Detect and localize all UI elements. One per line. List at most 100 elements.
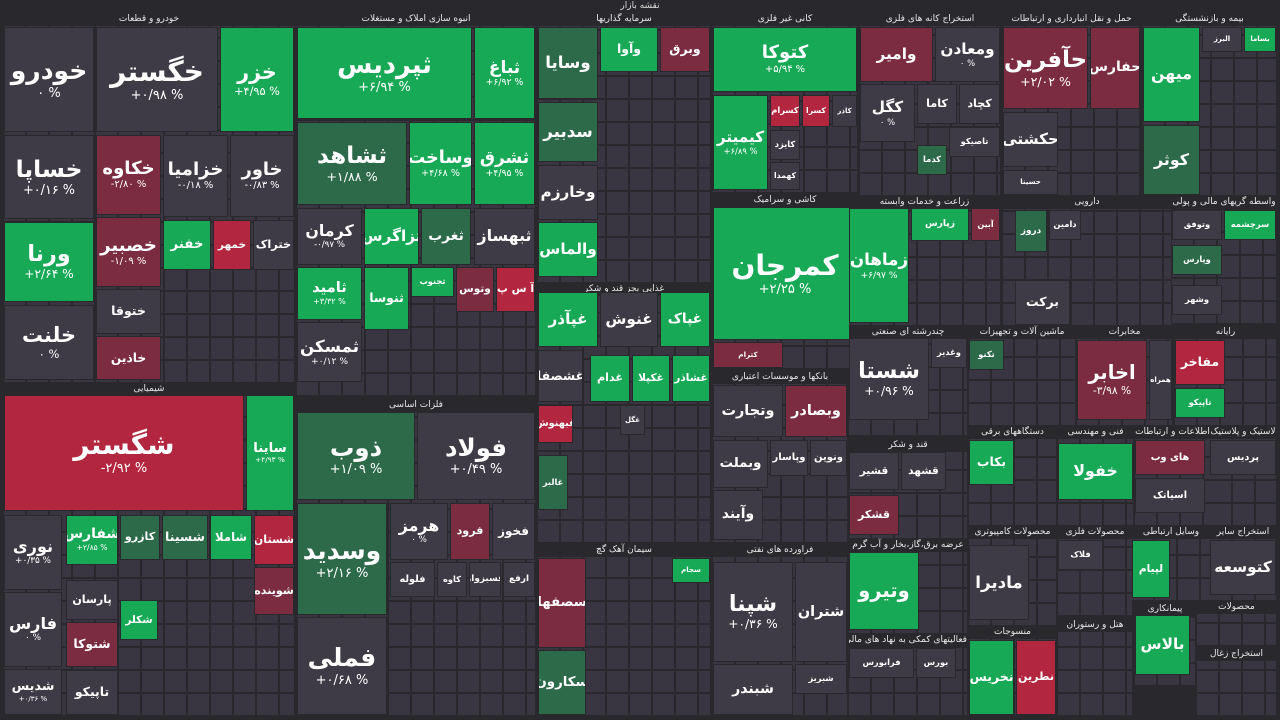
stock-tile: خزر +۴/۹۵ % [220, 27, 294, 132]
sector-title: فعالیتهای کمکی به نهاد های مالی [849, 633, 967, 647]
stock-name: خگستر [110, 54, 204, 88]
stock-tile: مفاخر [1175, 340, 1225, 385]
stock-tile: ثامید +۳/۳۲ % [297, 267, 362, 320]
stock-tile: فلوله [390, 562, 435, 597]
sector-title: زراعت و خدمات وابسته [849, 195, 1000, 209]
stock-tile: کچاد [959, 84, 1000, 124]
stock-change: ۰ % [411, 535, 427, 546]
stock-tile: ونوین [810, 440, 847, 476]
stock-tile: تاپیکو [66, 670, 118, 715]
stock-name: وسایا [545, 53, 591, 73]
stock-tile: قشکر [849, 495, 899, 535]
stock-name: والماس [539, 239, 597, 258]
sector-title: وسایل ارتباطی [1132, 525, 1210, 539]
stock-name: وساخت [409, 147, 472, 168]
stock-tile: وسایا [538, 27, 598, 99]
stock-change: -۲/۸۰ % [110, 179, 147, 191]
stock-tile: وخارزم [538, 165, 598, 220]
stock-tile: نوری +۰/۳۵ % [4, 515, 62, 590]
stock-name: وسدید [302, 535, 382, 565]
stock-change: +۰/۳۶ % [728, 617, 778, 632]
stock-tile: کسرام [770, 95, 800, 127]
stock-change: -۲/۹۲ % [100, 461, 148, 477]
stock-tile: فلاک [1058, 540, 1103, 570]
stock-tile: ثباغ +۶/۹۲ % [474, 27, 535, 119]
stock-tile: ومعادن ۰ % [935, 27, 1000, 82]
stock-tile: بالاس [1135, 615, 1190, 675]
stock-name: حفارس [1090, 59, 1140, 76]
stock-change: +۰/۴۹ % [449, 462, 503, 478]
stock-name: خصبیر [100, 234, 157, 256]
stock-tile: ارفع [503, 562, 535, 597]
stock-tile: وبصادر [785, 385, 847, 437]
stock-tile: شبریز [795, 664, 847, 694]
stock-tile: ورنا +۲/۶۴ % [4, 222, 94, 302]
stock-tile: تاصیکو [949, 127, 1000, 157]
sector-title: خودرو و قطعات [4, 12, 294, 26]
stock-name: ثزاگرس [364, 226, 419, 245]
stock-change: +۲/۰۲ % [1020, 73, 1071, 89]
stock-name: شوینده [254, 583, 294, 597]
stock-name: شبندر [732, 681, 774, 698]
stock-name: ومعادن [940, 39, 995, 58]
stock-tile: شاملا [210, 515, 252, 560]
stock-tile: بورس [916, 648, 956, 678]
stock-name: پردیس [1226, 451, 1260, 463]
stock-tile: قشهد [901, 452, 946, 490]
stock-name: شکلر [125, 613, 153, 626]
stock-tile: وتیرو [849, 552, 919, 630]
stock-change: +۰/۹۶ % [864, 384, 914, 399]
stock-tile: خفنر [163, 220, 211, 270]
stock-tile: فملی +۰/۶۸ % [297, 617, 387, 715]
sector-title: عرضه برق،گاز،بخار و آب گرم [849, 538, 967, 552]
stock-tile: ثمسکن +۰/۱۲ % [297, 322, 362, 382]
stock-name: فسبزوار [470, 574, 500, 585]
sector-title: قند و شکر [849, 438, 967, 452]
stock-change: +۰/۶۸ % [315, 672, 369, 688]
stock-tile: کتوکا +۵/۹۴ % [713, 27, 857, 92]
stock-name: وبصادر [791, 402, 841, 419]
stock-name: برکت [1026, 294, 1059, 310]
sector-title: پیمانکاری [1135, 602, 1195, 616]
stock-name: سرچشمه [1230, 219, 1270, 230]
stock-name: ورنا [27, 240, 71, 267]
stock-name: شستا [858, 357, 920, 384]
stock-tile: وپارس [1172, 245, 1222, 275]
stock-name: وتیرو [858, 578, 910, 602]
sector-title: دارویی [1003, 195, 1171, 209]
stock-tile: شگستر -۲/۹۲ % [4, 395, 244, 511]
sector-title: استخراج کانه های فلزی [860, 12, 1000, 26]
stock-name: غالبر [542, 476, 564, 487]
sector-title: فلزات اساسی [297, 398, 535, 412]
stock-tile: وتجارت [713, 385, 783, 437]
stock-name: البرز [1213, 35, 1231, 44]
stock-change: +۲/۲۵ % [758, 281, 812, 297]
stock-change: -۰/۸۳ % [244, 180, 280, 192]
sector-title: حمل و نقل انبارداری و ارتباطات [1003, 12, 1140, 26]
stock-tile: غگل [620, 405, 645, 435]
stock-name: قشهد [908, 464, 939, 477]
stock-name: کسرام [771, 105, 799, 116]
stock-name: کتوکا [761, 42, 809, 64]
sector-title: محصولات [1197, 600, 1276, 614]
stock-tile: میهن [1143, 27, 1200, 122]
sector: محصولات [1197, 600, 1276, 645]
stock-name: زماهان [849, 250, 909, 270]
stock-tile: وسدید +۲/۱۶ % [297, 503, 387, 615]
stock-name: حآفرین [1003, 47, 1088, 74]
stock-change: +۴/۹۳ % [255, 455, 285, 465]
stock-name: ثشرق [479, 147, 530, 168]
stock-tile: ختراک [253, 220, 294, 270]
stock-name: ونوین [814, 452, 843, 464]
stock-change: ۰ % [37, 86, 61, 102]
stock-tile: شپنا +۰/۳۶ % [713, 562, 793, 662]
stock-name: خساپا [15, 154, 83, 183]
stock-name: سدبیر [543, 122, 593, 142]
stock-tile: ثشرق +۴/۹۵ % [474, 122, 535, 205]
stock-change: +۱/۰۹ % [329, 462, 383, 478]
sector-title: اطلاعات و ارتباطات [1135, 425, 1210, 439]
stock-tile: وآیند [713, 490, 763, 540]
stock-tile: فسبزوار [469, 562, 501, 597]
stock-tile: ثبهساز [474, 208, 535, 265]
stock-change: +۶/۸۹ % [723, 146, 758, 157]
